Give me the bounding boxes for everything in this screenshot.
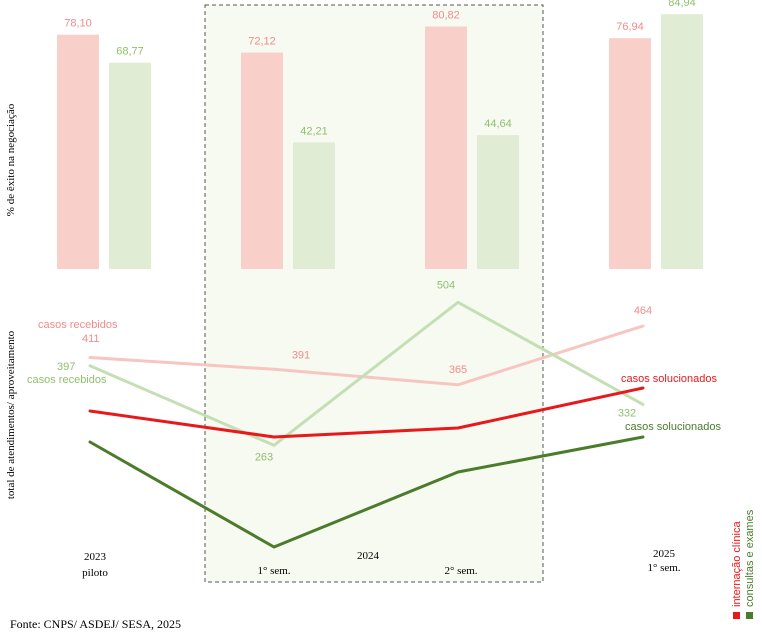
legend-swatch-internacao <box>733 612 740 619</box>
bar-value-label-internacao-0: 78,10 <box>64 18 92 30</box>
series-name-solucionados-consultas: casos solucionados <box>625 421 722 433</box>
line-value-label-recebidos-consultas-0: 397 <box>57 361 75 373</box>
bar-internacao-0 <box>57 34 99 270</box>
category-label-2023: 2023 <box>84 551 107 563</box>
category-sublabel-1sem-2024: 1° sem. <box>257 565 290 577</box>
line-solucionados-internacao <box>88 386 645 439</box>
bar-internacao-2 <box>425 26 467 269</box>
legend-swatch-consultas <box>746 612 753 619</box>
series-name-recebidos-internacao: casos recebidos <box>38 319 118 331</box>
bar-value-label-consultas-2: 44,64 <box>484 118 512 130</box>
line-solucionados-consultas <box>88 435 645 549</box>
line-value-label-recebidos-consultas-1: 263 <box>255 451 273 463</box>
bar-value-label-internacao-3: 76,94 <box>616 21 644 33</box>
series-name-recebidos-consultas: casos recebidos <box>27 374 107 386</box>
legend: internação clínica consultas e exames <box>731 509 756 619</box>
category-sublabel-1sem-2025: 1° sem. <box>647 562 680 574</box>
bar-consultas-1 <box>293 142 335 269</box>
line-value-label-recebidos-consultas-2: 504 <box>437 279 455 291</box>
bar-consultas-2 <box>477 135 519 269</box>
bar-consultas-0 <box>109 62 151 269</box>
bar-value-label-consultas-0: 68,77 <box>116 46 144 58</box>
bar-group: 78,10 72,12 80,82 76,94 68,77 42,21 44,64 84,94 <box>57 0 703 270</box>
category-sublabel-piloto: piloto <box>82 567 108 579</box>
line-y-axis-title: total de atendimentos/ aproveitamento <box>5 330 17 499</box>
bar-internacao-1 <box>241 52 283 269</box>
bar-y-axis-title: % de êxito na negociação <box>5 103 17 216</box>
bar-consultas-3 <box>661 14 703 270</box>
bar-value-label-internacao-1: 72,12 <box>248 36 276 48</box>
line-value-label-recebidos-internacao-2: 365 <box>449 364 467 376</box>
group-label-2024: 2024 <box>357 550 380 562</box>
category-label-2025: 2025 <box>653 548 676 560</box>
category-sublabel-2sem-2024: 2° sem. <box>444 565 477 577</box>
series-name-solucionados-internacao: casos solucionados <box>621 373 718 385</box>
bar-internacao-3 <box>609 38 651 270</box>
bar-value-label-consultas-1: 42,21 <box>300 125 328 137</box>
line-recebidos-consultas <box>88 300 645 447</box>
bar-value-label-consultas-3: 84,94 <box>668 0 696 9</box>
line-group <box>88 300 645 549</box>
legend-label-consultas: consultas e exames <box>744 509 756 607</box>
line-recebidos-internacao <box>88 324 645 387</box>
line-value-label-recebidos-internacao-1: 391 <box>292 349 310 361</box>
bar-value-label-internacao-2: 80,82 <box>432 10 460 22</box>
line-value-label-recebidos-internacao-0: 411 <box>82 333 100 345</box>
line-value-label-recebidos-consultas-3: 332 <box>618 407 636 419</box>
source-note: Fonte: CNPS/ ASDEJ/ SESA, 2025 <box>10 617 181 631</box>
line-value-label-recebidos-internacao-3: 464 <box>634 305 652 317</box>
legend-label-internacao: internação clínica <box>731 521 743 607</box>
